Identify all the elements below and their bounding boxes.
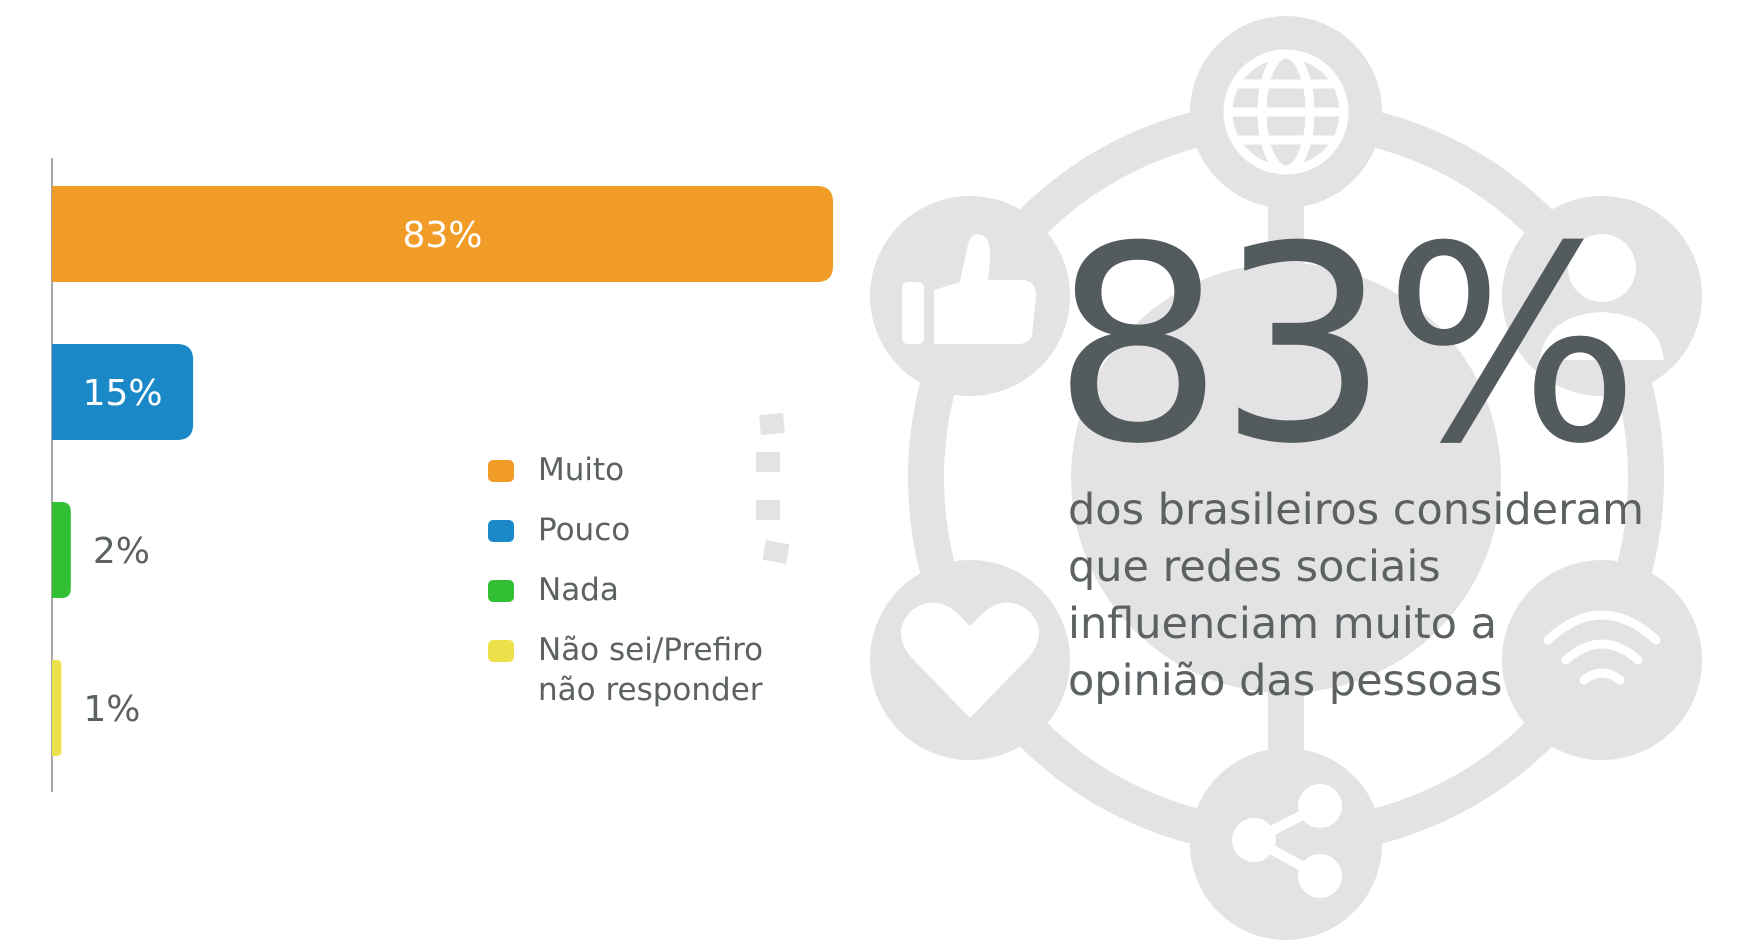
legend-swatch-nao-sei (488, 640, 514, 662)
legend-swatch-nada (488, 580, 514, 602)
node-wifi (1502, 560, 1702, 760)
legend-item-muito: Muito (488, 450, 828, 510)
bars (52, 186, 834, 756)
legend-swatch-pouco (488, 520, 514, 542)
user-icon (1540, 234, 1664, 360)
legend-label-pouco: Pouco (538, 512, 631, 548)
bar-value-label-nada: 2% (93, 531, 150, 572)
network-center-disc (1071, 263, 1501, 693)
bar-value-label-muito: 83% (403, 215, 483, 256)
bar-labels: 83% 15% 2% 1% (83, 215, 483, 730)
highlight-caption: dos brasileiros consideram que redes soc… (1068, 485, 1645, 706)
bar-value-label-nao-sei: 1% (83, 689, 140, 730)
network-icons (901, 49, 1664, 898)
legend: Muito Pouco Nada Não sei/Prefiro não res… (488, 450, 828, 708)
legend-item-nao-sei: Não sei/Prefiro não responder (488, 630, 828, 708)
bar-nada (52, 502, 71, 598)
dashed-arc-decoration (756, 412, 790, 564)
bar-value-label-pouco: 15% (83, 373, 163, 414)
legend-label-muito: Muito (538, 452, 625, 488)
share-icon (1232, 784, 1342, 898)
node-share (1190, 748, 1382, 940)
legend-swatch-muito (488, 460, 514, 482)
globe-icon (1223, 49, 1349, 175)
bar-muito (52, 186, 834, 282)
thumbs-up-icon (902, 234, 1036, 344)
bar-nao-sei (52, 660, 62, 756)
bar-pouco (52, 344, 194, 440)
legend-item-nada: Nada (488, 570, 828, 630)
wifi-icon (1543, 610, 1661, 685)
highlight-percentage: 83% (1052, 188, 1640, 503)
legend-label-nada: Nada (538, 572, 619, 608)
heart-icon (901, 602, 1039, 718)
legend-label-nao-sei: Não sei/Prefiro não responder (538, 632, 764, 708)
legend-item-pouco: Pouco (488, 510, 828, 570)
